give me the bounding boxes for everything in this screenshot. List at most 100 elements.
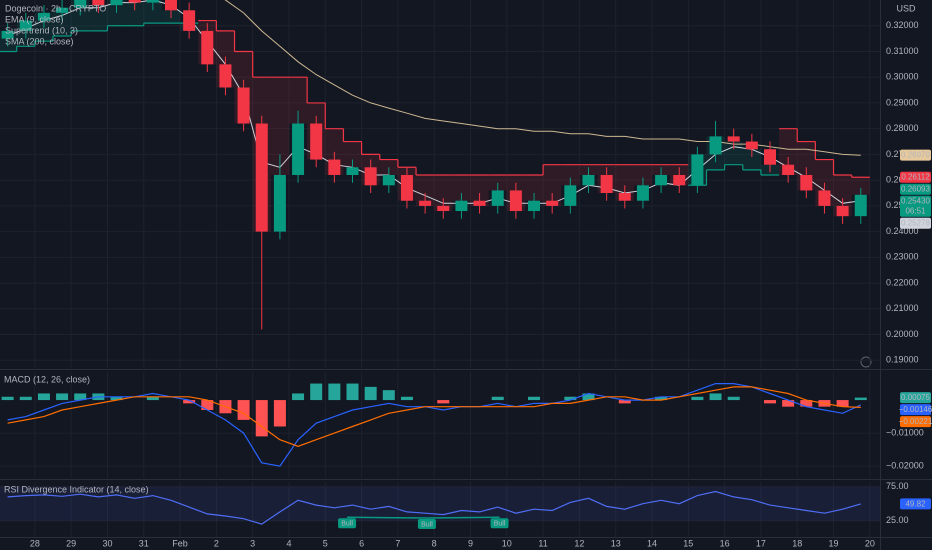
y-tick-label: 0.21000 — [886, 303, 919, 313]
price-label-box — [900, 183, 931, 195]
candle-body — [128, 0, 141, 3]
candle-body — [292, 123, 305, 175]
x-tick-label: 16 — [720, 538, 730, 548]
pane-title: MACD (12, 26, close) — [4, 374, 90, 384]
rsi-line — [7, 490, 861, 525]
panes: Bull Bull Bull — [0, 0, 880, 537]
histogram-bar — [800, 400, 813, 407]
histogram-bar — [146, 396, 159, 401]
pane-title: RSI Divergence Indicator (14, close) — [4, 484, 149, 494]
y-tick-label: 75.00 — [886, 481, 909, 491]
y-tick-label: 0.19000 — [886, 355, 919, 365]
histogram-bar — [273, 400, 286, 427]
price-label-box — [900, 416, 931, 428]
candle-body — [818, 190, 831, 206]
x-tick-label: 12 — [574, 538, 584, 548]
pane: Bull Bull Bull — [0, 482, 880, 537]
candle-body — [437, 205, 450, 212]
histogram-bar — [854, 397, 867, 401]
price-label: 0.25278 — [901, 219, 930, 228]
x-tick-label: 28 — [30, 538, 40, 548]
supertrend-fill — [633, 164, 653, 186]
candle-body — [473, 200, 486, 206]
candle-body — [491, 190, 504, 206]
x-tick-label: 31 — [139, 538, 149, 548]
supertrend-fill — [434, 174, 453, 212]
histogram-bar — [346, 383, 359, 401]
y-tick-label: 0.30000 — [886, 72, 919, 82]
candle-body — [782, 164, 795, 175]
price-label-box — [900, 171, 931, 183]
supertrend-fill — [543, 164, 562, 206]
x-tick-label: 6 — [359, 538, 364, 548]
candle-body — [1, 30, 14, 39]
candle-body — [382, 174, 395, 186]
supertrend-fill — [851, 177, 870, 195]
histogram-bar — [328, 383, 341, 401]
candle-body — [310, 123, 323, 160]
currency: USD — [896, 3, 916, 13]
candle-body — [346, 167, 359, 175]
histogram-bar — [727, 396, 740, 401]
histogram-bar — [709, 393, 722, 401]
candle-body — [146, 0, 159, 3]
histogram-bar — [400, 396, 413, 401]
y-tick-label: 0.20000 — [886, 329, 919, 339]
candle-body — [56, 7, 69, 13]
histogram-bar — [618, 400, 631, 404]
histogram-bar — [564, 396, 577, 401]
candle-body — [110, 0, 123, 6]
x-tick-label: 10 — [502, 538, 512, 548]
scroll-icon[interactable] — [860, 356, 872, 368]
histogram-bar — [310, 383, 323, 401]
x-tick-label: Feb — [172, 538, 188, 548]
y-tick-label: 0.32000 — [886, 20, 919, 30]
candle-body — [328, 159, 341, 175]
candle-body — [364, 167, 377, 186]
candle-body — [419, 200, 432, 206]
candle-body — [745, 141, 758, 150]
supertrend-fill — [742, 149, 761, 170]
price-label-box — [900, 149, 931, 161]
candle-body — [764, 149, 776, 165]
candle-body — [727, 136, 740, 142]
histogram-bar — [37, 393, 50, 401]
histogram-bar — [56, 393, 69, 401]
candle-body — [709, 136, 722, 155]
candle-body — [201, 30, 214, 65]
pane — [0, 372, 880, 478]
candle-body — [255, 123, 268, 232]
x-tick-label: 11 — [538, 538, 547, 548]
supertrend-fill — [270, 77, 289, 175]
divergence-line — [426, 516, 500, 519]
bull-label: Bull — [341, 521, 353, 528]
bull-label-box — [417, 518, 436, 529]
x-tick-label: 19 — [829, 538, 839, 548]
symbol-title: Dogecoin · 2h · CRYPTO — [5, 3, 106, 13]
bull-label-box — [338, 518, 357, 529]
candle-body — [600, 174, 613, 194]
candle-body — [509, 190, 522, 212]
candle-body — [92, 0, 105, 6]
price-label: 0.26093 — [901, 185, 930, 194]
x-tick-label: 8 — [432, 538, 437, 548]
macd-line — [7, 383, 862, 467]
histogram-bar — [655, 396, 668, 401]
supertrend-fill — [452, 174, 471, 201]
candle-body — [237, 87, 250, 124]
x-tick-label: 9 — [468, 538, 473, 548]
x-tick-label: 5 — [323, 538, 328, 548]
y-tick-label: −0.02000 — [886, 460, 924, 470]
legend-entry: Supertrend (10, 3) — [5, 25, 78, 35]
price-label-box — [900, 498, 931, 510]
x-tick-label: 4 — [286, 538, 291, 548]
supertrend-fill — [89, 5, 108, 31]
price-label-box — [900, 404, 931, 416]
x-tick-label: 3 — [250, 538, 255, 548]
candle-body — [400, 174, 413, 201]
candle-body — [691, 154, 704, 186]
histogram-bar — [836, 400, 849, 407]
histogram-bar — [1, 396, 14, 401]
